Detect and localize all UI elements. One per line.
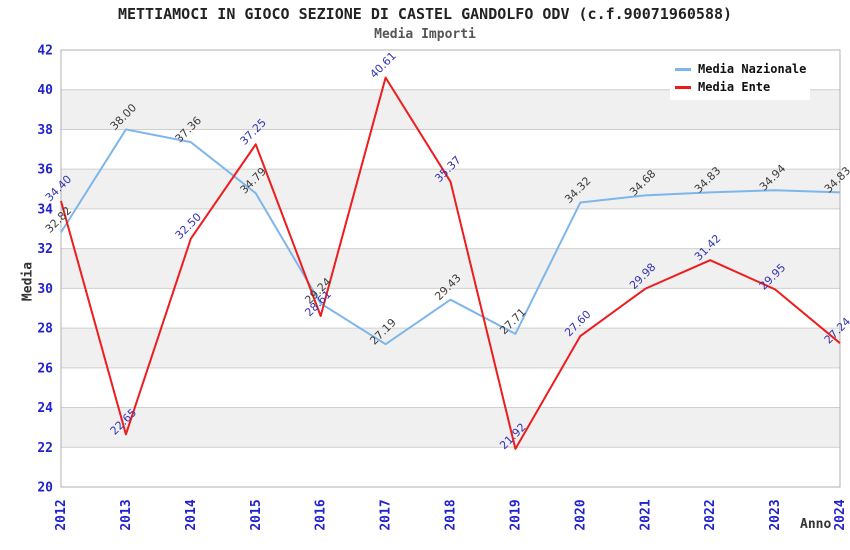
- plot-border: [60, 49, 841, 488]
- series-line-media-nazionale: [60, 128, 841, 346]
- x-tick-label: 2020: [573, 499, 588, 530]
- y-tick-label: 32: [37, 242, 53, 257]
- y-tick-label: 30: [37, 282, 53, 297]
- legend-item-media-ente: Media Ente: [675, 80, 810, 94]
- plot-band: [61, 407, 840, 448]
- y-tick-label: 28: [37, 322, 53, 337]
- y-tick-label: 38: [37, 123, 53, 138]
- x-tick-label: 2022: [703, 499, 718, 530]
- x-axis-title: Anno: [800, 517, 832, 532]
- plot-band: [61, 328, 840, 368]
- y-tick-label: 24: [37, 401, 53, 416]
- y-tick-label: 20: [37, 481, 53, 496]
- plot-band: [61, 248, 840, 289]
- series-line-media-ente: [60, 76, 841, 450]
- y-tick-label: 40: [37, 83, 53, 98]
- y-tick-label: 26: [37, 361, 53, 376]
- y-axis-title: Media: [20, 261, 36, 302]
- x-tick-label: 2018: [444, 499, 459, 530]
- data-label: 40.61: [367, 49, 398, 80]
- y-tick-label: 36: [37, 163, 53, 178]
- x-tick-label: 2012: [54, 499, 69, 530]
- x-tick-label: 2023: [768, 499, 783, 530]
- x-tick-label: 2015: [249, 499, 264, 530]
- y-tick-label: 34: [37, 202, 53, 217]
- legend-swatch-icon: [675, 67, 691, 71]
- x-tick-label: 2019: [508, 499, 523, 530]
- x-tick-label: 2016: [314, 499, 329, 530]
- y-tick-label: 42: [37, 44, 53, 59]
- legend-swatch-icon: [675, 85, 691, 89]
- y-tick-label: 22: [37, 441, 53, 456]
- chart-title: METTIAMOCI IN GIOCO SEZIONE DI CASTEL GA…: [117, 5, 733, 23]
- plot-band: [61, 169, 840, 209]
- legend-item-media-nazionale: Media Nazionale: [675, 62, 810, 76]
- legend: Media Nazionale Media Ente: [670, 56, 810, 100]
- x-tick-label: 2021: [638, 499, 653, 530]
- legend-label: Media Nazionale: [698, 62, 807, 76]
- x-tick-label: 2024: [833, 499, 848, 530]
- x-tick-label: 2013: [119, 499, 134, 530]
- x-tick-label: 2017: [379, 499, 394, 530]
- x-tick-label: 2014: [184, 499, 199, 530]
- legend-label: Media Ente: [698, 80, 771, 94]
- chart-subtitle: Media Importi: [374, 27, 476, 42]
